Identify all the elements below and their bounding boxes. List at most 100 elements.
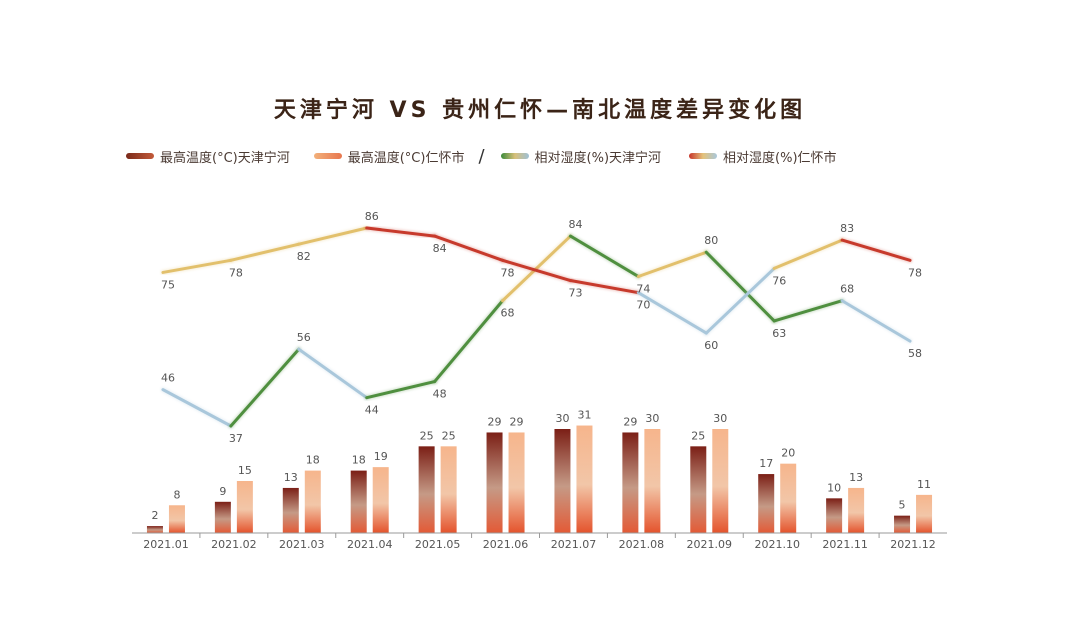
point-label-tianjin-humidity: 46: [161, 372, 175, 385]
point-label-renhuai-humidity: 60: [704, 339, 718, 352]
bar-label-renhuai-temp: 30: [645, 412, 659, 425]
bar-label-renhuai-temp: 19: [374, 450, 388, 463]
bars-group: [146, 425, 933, 533]
bar-renhuai-temp: [848, 487, 865, 533]
bar-tianjin-temp: [146, 526, 163, 533]
point-label-renhuai-humidity: 83: [840, 222, 854, 235]
line-segment-tianjin-humidity: [704, 250, 776, 323]
line-segment-renhuai-humidity: [433, 234, 505, 262]
x-tick-label: 2021.03: [279, 538, 325, 551]
x-tick-label: 2021.11: [822, 538, 868, 551]
point-label-renhuai-humidity: 82: [297, 250, 311, 263]
bar-label-renhuai-temp: 29: [510, 415, 524, 428]
point-label-tianjin-humidity: 37: [229, 432, 243, 445]
point-label-renhuai-humidity: 75: [161, 278, 175, 291]
line-segment-tianjin-humidity: [433, 299, 505, 384]
x-tick-label: 2021.12: [890, 538, 936, 551]
point-label-renhuai-humidity: 84: [433, 242, 447, 255]
line-segment-renhuai-humidity: [772, 238, 844, 270]
line-segment-renhuai-humidity: [636, 291, 708, 335]
line-segment-tianjin-humidity: [161, 388, 233, 428]
bar-label-renhuai-temp: 13: [849, 471, 863, 484]
line-segment-tianjin-humidity: [365, 380, 437, 400]
bar-tianjin-temp: [486, 432, 503, 533]
legend-swatch-tianjin-temp: [126, 153, 154, 159]
x-tick-label: 2021.06: [483, 538, 529, 551]
legend-label-renhuai-humidity: 相对湿度(%)仁怀市: [723, 150, 837, 166]
point-label-renhuai-humidity: 78: [908, 266, 922, 279]
line-segment-tianjin-humidity: [772, 299, 844, 323]
point-label-tianjin-humidity: 68: [501, 307, 515, 320]
point-label-renhuai-humidity: 76: [772, 274, 786, 287]
x-tick-label: 2021.07: [551, 538, 597, 551]
bar-renhuai-temp: [576, 425, 593, 533]
line-segment-tianjin-humidity: [636, 250, 708, 278]
bar-label-renhuai-temp: 30: [713, 412, 727, 425]
bar-renhuai-temp: [916, 494, 933, 533]
legend-label-tianjin-humidity: 相对湿度(%)天津宁河: [534, 150, 662, 166]
chart-legend: 最高温度(°C)天津宁河 最高温度(°C)仁怀市 / 相对湿度(%)天津宁河 相…: [126, 145, 837, 167]
line-segment-renhuai-humidity: [568, 279, 640, 295]
bar-renhuai-temp: [780, 463, 797, 533]
point-label-renhuai-humidity: 86: [365, 210, 379, 223]
point-label-tianjin-humidity: 68: [840, 283, 854, 296]
bar-renhuai-temp: [644, 429, 661, 533]
line-segment-tianjin-humidity: [297, 347, 369, 400]
legend-item-tianjin-humidity: 相对湿度(%)天津宁河: [500, 147, 662, 166]
lines-group: [160, 225, 913, 429]
bar-label-tianjin-temp: 5: [899, 499, 906, 512]
point-label-renhuai-humidity: 73: [568, 287, 582, 300]
bar-label-tianjin-temp: 13: [284, 471, 298, 484]
x-tick-label: 2021.09: [687, 538, 733, 551]
legend-label-tianjin-temp: 最高温度(°C)天津宁河: [160, 150, 290, 166]
x-axis: 2021.01 2021.02 2021.03 2021.04 2021.05 2021.…: [132, 532, 947, 551]
bar-renhuai-temp: [168, 505, 185, 533]
bar-label-tianjin-temp: 9: [219, 485, 226, 498]
point-label-renhuai-humidity: 78: [229, 266, 243, 279]
data-labels-group: 2 8 9 15 13 18 18 19 25 25 29 29 30 31 29 30 25 30 17 20 10 1…: [151, 210, 931, 522]
point-label-tianjin-humidity: 48: [433, 388, 447, 401]
line-segment-renhuai-humidity: [704, 266, 776, 335]
bar-label-tianjin-temp: 25: [420, 429, 434, 442]
bar-label-renhuai-temp: 20: [781, 447, 795, 460]
bar-label-renhuai-temp: 15: [238, 464, 252, 477]
x-tick-label: 2021.10: [754, 538, 800, 551]
bar-label-tianjin-temp: 17: [759, 457, 773, 470]
bar-label-tianjin-temp: 25: [691, 429, 705, 442]
point-label-tianjin-humidity: 84: [568, 218, 582, 231]
legend-swatch-tianjin-humidity: [500, 153, 529, 159]
legend-swatch-renhuai-temp: [313, 153, 342, 159]
x-tick-label: 2021.05: [415, 538, 461, 551]
line-segment-tianjin-humidity: [568, 234, 640, 278]
legend-item-tianjin-temp: 最高温度(°C)天津宁河: [126, 147, 290, 166]
point-label-tianjin-humidity: 44: [365, 404, 379, 417]
line-segment-tianjin-humidity: [840, 299, 912, 343]
bar-renhuai-temp: [236, 481, 253, 533]
bar-label-renhuai-temp: 8: [173, 488, 180, 501]
bar-renhuai-temp: [508, 432, 525, 533]
point-label-tianjin-humidity: 74: [636, 282, 650, 295]
bar-tianjin-temp: [758, 474, 775, 533]
bar-tianjin-temp: [350, 470, 367, 533]
legend-divider: /: [478, 145, 485, 167]
bar-tianjin-temp: [826, 498, 843, 533]
bar-label-tianjin-temp: 18: [352, 454, 366, 467]
x-tick-label: 2021.02: [211, 538, 257, 551]
point-label-renhuai-humidity: 70: [636, 299, 650, 312]
bar-label-renhuai-temp: 18: [306, 454, 320, 467]
bar-label-renhuai-temp: 11: [917, 478, 931, 491]
bar-tianjin-temp: [214, 501, 231, 533]
point-label-tianjin-humidity: 80: [704, 234, 718, 247]
point-label-tianjin-humidity: 63: [772, 327, 786, 340]
bar-tianjin-temp: [554, 429, 571, 533]
bar-label-renhuai-temp: 31: [577, 409, 591, 422]
legend-label-renhuai-temp: 最高温度(°C)仁怀市: [347, 150, 465, 166]
bar-tianjin-temp: [894, 515, 911, 533]
bar-renhuai-temp: [372, 467, 389, 533]
line-segment-renhuai-humidity: [501, 258, 572, 283]
point-label-tianjin-humidity: 56: [297, 331, 311, 344]
bar-renhuai-temp: [712, 429, 729, 533]
chart-title: 天津宁河 VS 贵州仁怀—南北温度差异变化图: [273, 98, 807, 123]
bar-renhuai-temp: [304, 470, 321, 533]
